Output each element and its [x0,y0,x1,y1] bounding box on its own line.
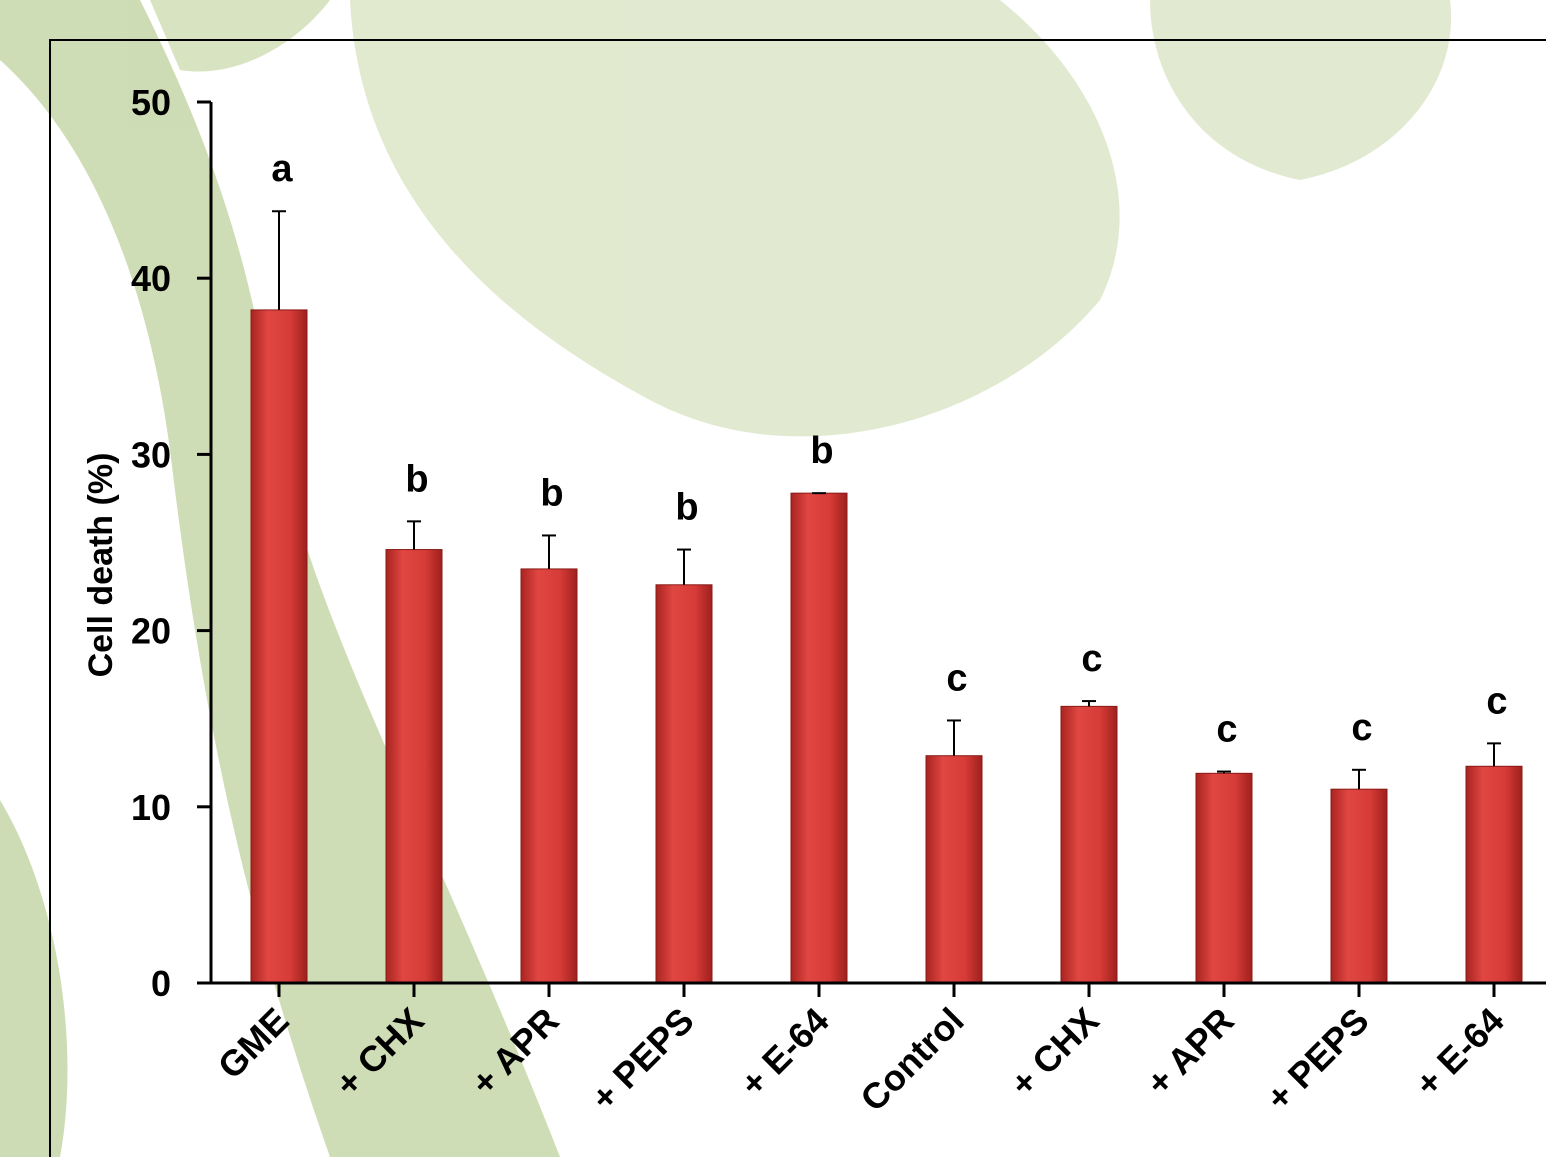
y-tick-label: 20 [131,611,171,652]
bar [385,549,443,984]
bar [1195,772,1253,984]
y-axis-label: Cell death (%) [82,453,120,678]
frame [49,39,1546,1157]
significance-letter: b [540,472,563,514]
significance-letter: c [1216,709,1237,751]
significance-letter: a [271,148,293,190]
bar [1060,705,1118,984]
bar [655,584,713,984]
bar [1330,788,1388,984]
y-tick-label: 0 [151,963,171,1004]
bar [250,309,308,984]
bar [790,492,848,984]
significance-letter: b [810,430,833,472]
significance-letter: c [1351,707,1372,749]
y-tick-label: 30 [131,434,171,475]
bar [1465,765,1523,984]
bar [520,568,578,984]
y-tick-label: 40 [131,258,171,299]
y-tick-label: 50 [131,82,171,123]
significance-letter: c [946,657,967,699]
bar [925,755,983,984]
significance-letter: c [1081,638,1102,680]
significance-letter: b [405,458,428,500]
significance-letter: c [1486,680,1507,722]
significance-letter: b [675,487,698,529]
y-tick-label: 10 [131,787,171,828]
